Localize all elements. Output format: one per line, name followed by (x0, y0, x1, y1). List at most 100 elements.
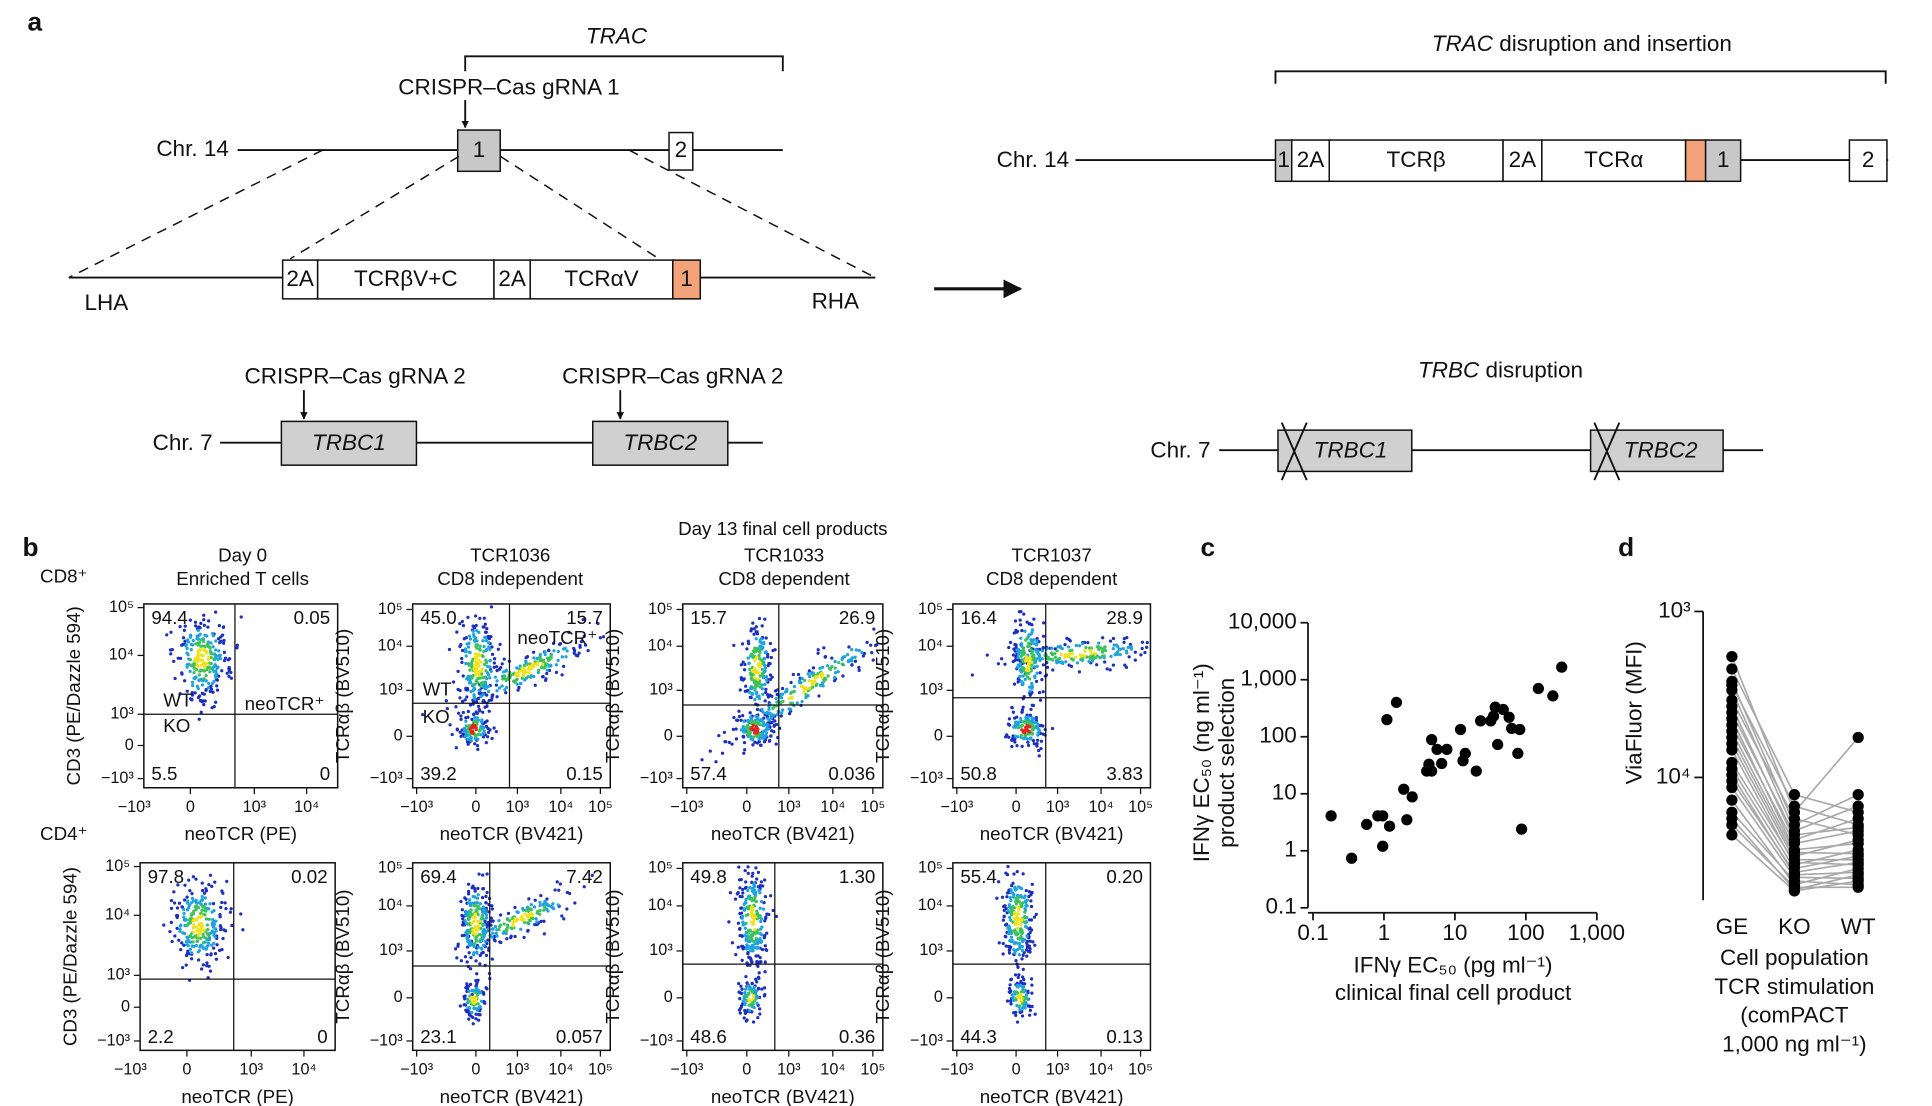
cell-event (738, 886, 742, 890)
cell-event (483, 939, 487, 943)
cell-event (744, 921, 748, 925)
x-axis-label: (comPACT (1740, 1003, 1849, 1028)
cell-event (540, 665, 544, 669)
chromosome-label: Chr. 14 (156, 136, 229, 161)
y-axis-label: TCRαβ (BV510) (602, 889, 623, 1023)
cell-event (853, 655, 857, 659)
cell-event (189, 647, 193, 652)
cell-event (186, 640, 190, 644)
construct-segment (1684, 139, 1707, 183)
cell-event (774, 696, 778, 701)
cell-event (772, 724, 776, 728)
cell-event (572, 651, 576, 655)
cell-event (743, 748, 747, 752)
cell-event (818, 666, 822, 670)
cell-event (214, 957, 218, 961)
data-point (1487, 710, 1500, 722)
cell-event (202, 623, 206, 627)
cell-event (762, 986, 767, 990)
cell-event (190, 643, 195, 647)
cell-event (1020, 642, 1024, 646)
cell-event (753, 697, 757, 702)
cell-event (162, 923, 166, 927)
cell-event (501, 670, 506, 674)
cell-event (763, 666, 768, 670)
cell-event (811, 666, 816, 670)
x-tick-label: 100 (1507, 920, 1545, 945)
cell-event (461, 710, 465, 715)
cell-event (751, 993, 755, 998)
cell-event (484, 916, 489, 920)
cell-event (764, 678, 769, 682)
y-axis-label: IFNγ EC₅₀ (ng ml⁻¹) (1189, 663, 1214, 862)
cell-event (1016, 647, 1021, 652)
cell-event (766, 652, 770, 657)
cell-event (445, 706, 449, 711)
cell-event (205, 961, 209, 965)
cell-event (756, 662, 760, 667)
cell-event (1100, 654, 1105, 658)
cell-event (175, 926, 179, 930)
cell-event (560, 914, 564, 918)
cell-event (493, 924, 498, 929)
cell-event (498, 642, 502, 646)
cell-event (218, 640, 222, 645)
quadrant-value: 15.7 (566, 607, 603, 628)
cell-event (209, 943, 214, 947)
cell-event (732, 715, 736, 720)
cell-event (1069, 664, 1074, 668)
cell-event (479, 733, 483, 737)
cell-event (769, 894, 773, 898)
cell-event (1029, 638, 1033, 642)
cell-event (765, 931, 769, 935)
cell-event (196, 628, 200, 632)
cell-event (475, 901, 479, 905)
cell-event (458, 688, 462, 693)
cell-event (211, 902, 216, 906)
cell-event (471, 629, 475, 633)
flow-plot: 45.0 15.739.2 0.15WTKOneoTCR⁺10⁵10⁴10³0−10… (332, 600, 613, 844)
cell-event (197, 949, 201, 953)
cell-event (173, 676, 177, 681)
cell-event (802, 690, 806, 694)
cell-event (186, 949, 190, 953)
cell-event (970, 673, 975, 677)
cell-event (472, 995, 476, 999)
cell-event (740, 934, 744, 938)
cell-event (1097, 647, 1101, 652)
cell-event (746, 931, 751, 935)
cell-event (870, 650, 874, 655)
cell-event (1060, 646, 1064, 651)
cell-event (504, 685, 509, 690)
cell-event (1015, 715, 1019, 719)
panel-label: c (1200, 532, 1215, 562)
cell-event (474, 679, 478, 683)
segment-label: 1 (1277, 147, 1290, 172)
cell-event (481, 907, 485, 911)
cell-event (491, 693, 495, 697)
cell-event (476, 912, 480, 917)
cell-event (476, 732, 480, 736)
cell-event (476, 893, 480, 897)
cell-event (747, 661, 751, 665)
cell-event (176, 883, 180, 887)
cell-event (471, 725, 475, 730)
cell-event (186, 943, 190, 948)
cell-event (1041, 663, 1046, 667)
x-tick-label: 10⁴ (1089, 798, 1114, 816)
cell-event (212, 657, 216, 661)
data-point (1512, 747, 1524, 760)
cell-event (1111, 646, 1115, 651)
x-tick-label: −10³ (400, 798, 434, 816)
cell-event (202, 648, 206, 652)
data-point (1377, 810, 1389, 822)
cell-event (199, 638, 203, 642)
cell-event (1024, 993, 1029, 997)
cell-event (492, 661, 496, 665)
cell-event (199, 644, 203, 648)
data-point (1852, 875, 1864, 887)
cell-event (1010, 705, 1014, 710)
cell-event (774, 914, 779, 919)
cell-event (766, 693, 770, 697)
data-point (1383, 820, 1396, 832)
